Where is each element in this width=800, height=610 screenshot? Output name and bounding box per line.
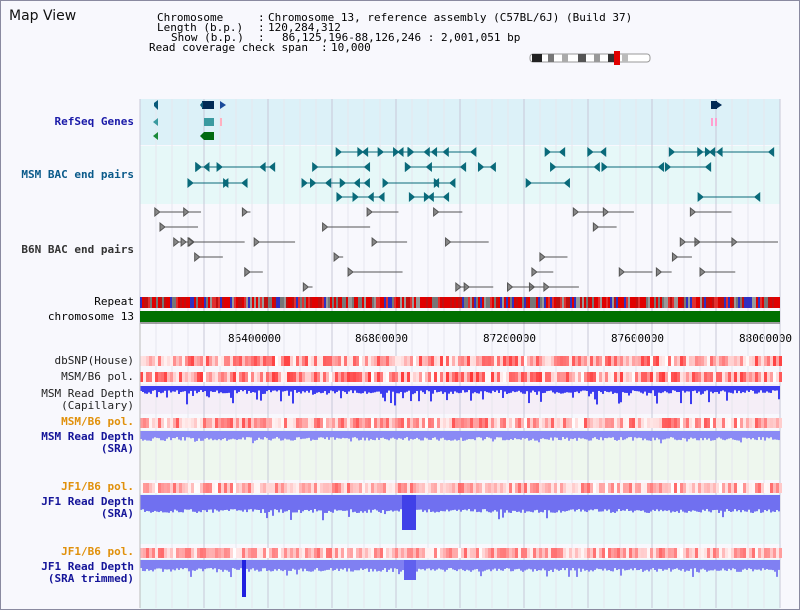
track-label-msm-b6-pol-2: MSM/B6 pol. — [61, 415, 134, 428]
length-colon: : — [258, 21, 265, 34]
length-label: Length (b.p.) — [157, 21, 244, 34]
b6n-bac-end-pairs[interactable] — [154, 206, 778, 293]
axis-tick-label: 88000000 — [739, 332, 792, 345]
track-label-chromosome: chromosome 13 — [47, 310, 134, 323]
length-value: 120,284,312 — [268, 21, 341, 34]
track-label-msm-depth-sra: MSM Read Depth (SRA) — [41, 430, 134, 455]
show-value: 86,125,196-88,126,246 : 2,001,051 bp — [282, 31, 521, 44]
ideogram-position-marker — [614, 51, 620, 65]
page-title: Map View — [9, 8, 77, 24]
coverage-colon: : — [321, 41, 328, 54]
jf1-sra-depth — [140, 495, 780, 530]
chromosome-ideogram[interactable] — [529, 51, 651, 65]
track-label-b6n-bac[interactable]: B6N BAC end pairs — [21, 243, 134, 256]
chromosome-bar — [140, 311, 780, 322]
track-label-jf1-depth-trimmed: JF1 Read Depth (SRA trimmed) — [41, 560, 134, 585]
jf1-b6-pol-strip — [140, 483, 782, 493]
coverage-value: 10,000 — [331, 41, 371, 54]
repeat-track — [140, 297, 780, 308]
track-label-msm-bac[interactable]: MSM BAC end pairs — [21, 168, 134, 181]
msm-b6-pol-strip-2 — [140, 418, 782, 428]
msm-sra-depth — [140, 431, 780, 444]
axis-tick-label: 87200000 — [483, 332, 536, 345]
msm-bac-end-pairs[interactable] — [187, 146, 775, 203]
dbsnp-strip — [140, 356, 782, 366]
refseq-genes[interactable] — [153, 100, 722, 140]
coverage-label: Read coverage check span — [149, 41, 308, 54]
track-label-repeat: Repeat — [94, 295, 134, 308]
grid-lines — [139, 99, 781, 608]
msm-b6-pol-strip — [140, 372, 782, 382]
show-colon: : — [258, 31, 265, 44]
msm-capillary-depth — [140, 386, 780, 406]
track-label-jf1-depth-sra: JF1 Read Depth (SRA) — [41, 495, 134, 520]
axis-tick-label: 87600000 — [611, 332, 664, 345]
track-label-jf1-b6-pol: JF1/B6 pol. — [61, 480, 134, 493]
chromosome-label: Chromosome — [157, 11, 224, 24]
jf1-trimmed-depth — [140, 560, 780, 597]
axis-tick-label: 86800000 — [355, 332, 408, 345]
chromosome-colon: : — [258, 11, 265, 24]
track-label-msm-b6-pol: MSM/B6 pol. — [61, 370, 134, 383]
show-label: Show (b.p.) — [171, 31, 244, 44]
track-label-refseq[interactable]: RefSeq Genes — [54, 115, 134, 128]
track-label-jf1-b6-pol-2: JF1/B6 pol. — [61, 545, 134, 558]
jf1-b6-pol-strip-2 — [140, 548, 782, 558]
track-label-dbsnp: dbSNP(House) — [54, 354, 134, 367]
chromosome-value: Chromosome 13, reference assembly (C57BL… — [268, 11, 633, 24]
track-label-msm-depth-capillary: MSM Read Depth (Capillary) — [41, 387, 134, 412]
